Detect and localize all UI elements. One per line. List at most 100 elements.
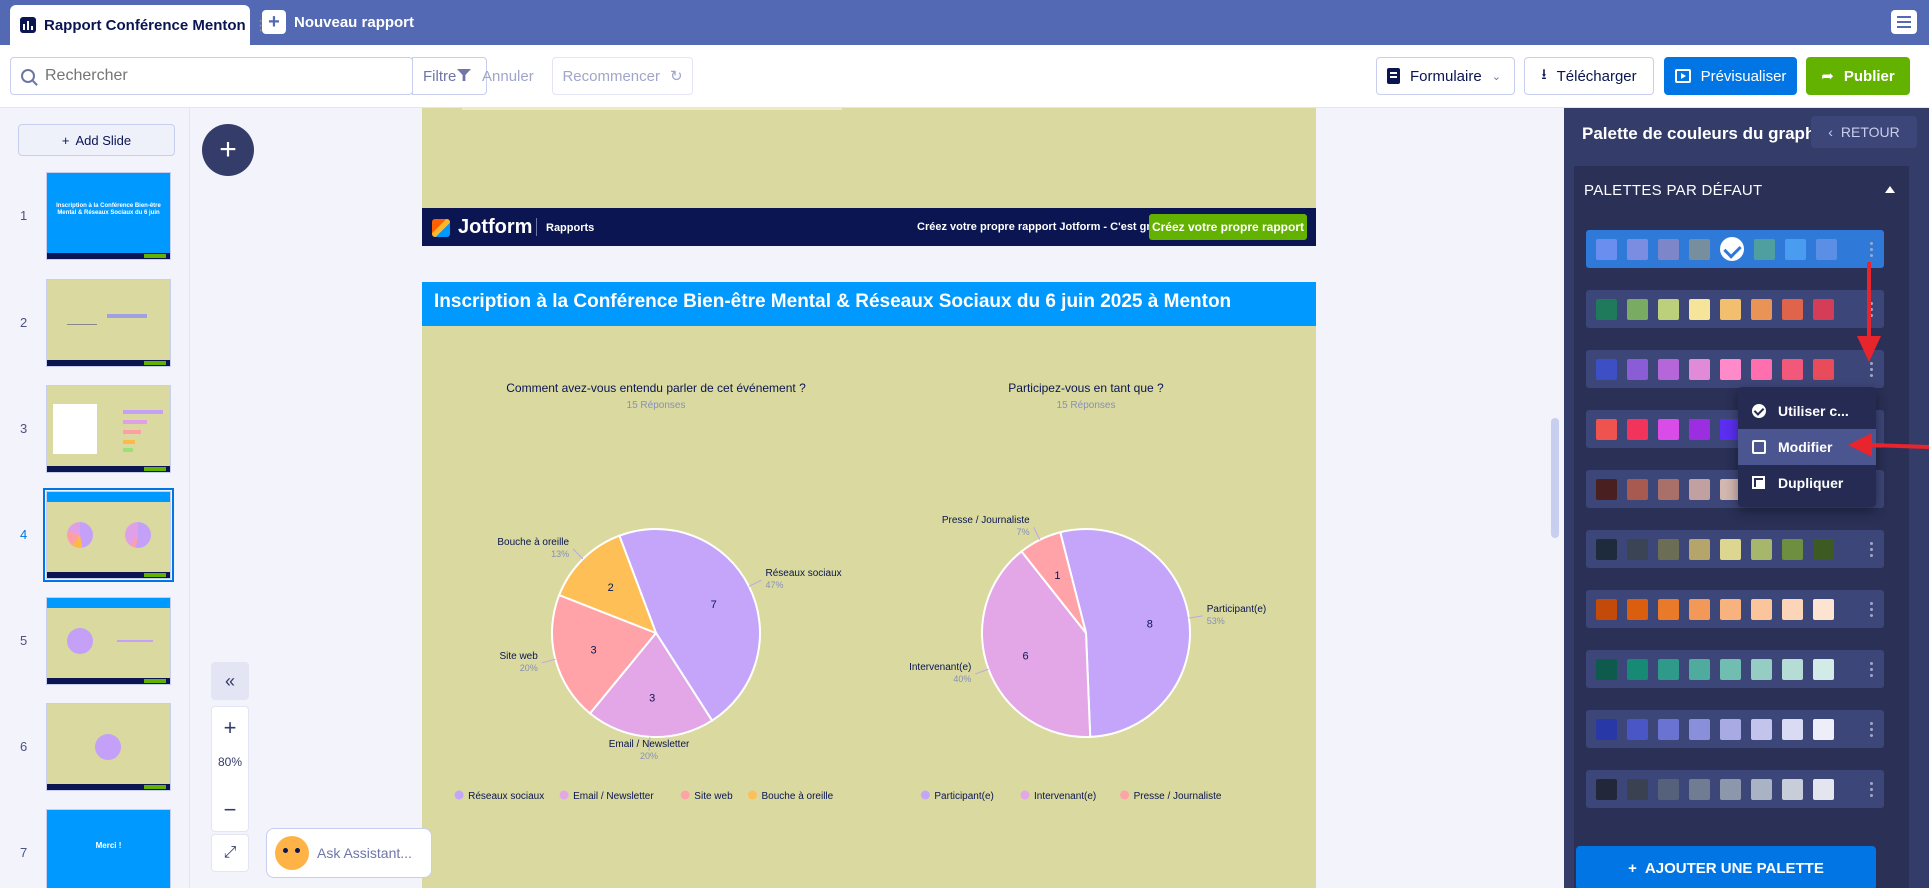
search-icon xyxy=(21,69,35,83)
slide-thumbnail[interactable]: Merci ! xyxy=(46,809,171,888)
filter-label: Filtre xyxy=(423,67,457,85)
more-options-icon[interactable] xyxy=(1864,659,1878,679)
more-options-icon[interactable] xyxy=(1864,239,1878,259)
search-box xyxy=(10,57,413,95)
menu-icon[interactable] xyxy=(1891,10,1917,34)
pie-slice xyxy=(981,550,1092,738)
top-tab-bar: Rapport Conférence Menton ⋮ + Nouveau ra… xyxy=(0,0,1929,45)
slice-value-label: 8 xyxy=(1147,619,1153,631)
slice-category-label: Participant(e) xyxy=(1207,604,1266,615)
fullscreen-icon[interactable]: ⤢ xyxy=(211,834,249,872)
color-swatch xyxy=(1596,298,1617,320)
form-selector[interactable]: Formulaire ⌄ xyxy=(1376,57,1515,95)
slides-sidebar: + Add Slide 1 Inscription à la Conférenc… xyxy=(0,108,190,888)
palette-row[interactable] xyxy=(1586,290,1884,328)
palette-row[interactable] xyxy=(1586,350,1884,388)
palette-row[interactable] xyxy=(1586,770,1884,808)
slide-thumb-row: 3 xyxy=(0,385,189,475)
edit-icon xyxy=(1752,440,1766,454)
legend-label: Réseaux sociaux xyxy=(468,791,544,802)
color-swatch xyxy=(1596,238,1617,260)
ask-assistant-button[interactable]: Ask Assistant... xyxy=(266,828,432,878)
undo-label: Annuler xyxy=(482,67,534,85)
color-swatch xyxy=(1720,538,1741,560)
palette-row-selected[interactable] xyxy=(1586,230,1884,268)
slide-thumbnail[interactable] xyxy=(46,597,171,685)
filter-button[interactable]: Filtre xyxy=(412,57,487,95)
palette-row[interactable] xyxy=(1586,650,1884,688)
more-options-icon[interactable] xyxy=(1864,359,1878,379)
selected-check-icon xyxy=(1720,237,1744,261)
slice-leader-line xyxy=(1033,527,1041,541)
tab-rapport[interactable]: Rapport Conférence Menton ⋮ xyxy=(10,5,268,45)
zoom-controls: + 80% − xyxy=(211,706,249,832)
add-element-button[interactable]: + xyxy=(202,124,254,176)
color-swatch xyxy=(1658,298,1679,320)
more-options-icon[interactable] xyxy=(1864,779,1878,799)
palette-row[interactable] xyxy=(1586,590,1884,628)
collapse-icon[interactable]: « xyxy=(211,662,249,700)
zoom-out-button[interactable]: − xyxy=(223,797,237,822)
slice-leader-line xyxy=(572,548,584,560)
panel-title: Palette de couleurs du graphique xyxy=(1582,124,1812,143)
back-button[interactable]: ‹ RETOUR xyxy=(1811,116,1917,148)
legend-label: Presse / Journaliste xyxy=(1134,791,1222,802)
color-swatch xyxy=(1689,658,1710,680)
duplicate-palette-menu-item[interactable]: Dupliquer xyxy=(1738,465,1876,501)
slice-category-label: Bouche à oreille xyxy=(497,537,569,548)
slide-number: 4 xyxy=(20,527,28,542)
new-report-tab[interactable]: + Nouveau rapport xyxy=(262,9,414,35)
more-options-icon[interactable] xyxy=(1864,719,1878,739)
slide-thumbnail[interactable]: Inscription à la Conférence Bien-être Me… xyxy=(46,172,171,260)
slice-leader-line xyxy=(975,668,989,675)
add-palette-button[interactable]: + AJOUTER UNE PALETTE xyxy=(1576,846,1876,888)
use-palette-menu-item[interactable]: Utiliser c... xyxy=(1738,393,1876,429)
edit-palette-menu-item[interactable]: Modifier xyxy=(1738,429,1876,465)
canvas-scrollbar[interactable] xyxy=(1546,108,1564,888)
color-swatch xyxy=(1720,598,1741,620)
legend-swatch xyxy=(680,790,690,800)
slide-thumbnail[interactable] xyxy=(46,385,171,473)
chart-title: Comment avez-vous entendu parler de cet … xyxy=(506,381,806,395)
more-options-icon[interactable] xyxy=(1864,539,1878,559)
zoom-in-button[interactable]: + xyxy=(223,715,237,740)
preview-button[interactable]: Prévisualiser xyxy=(1664,57,1797,95)
color-swatch xyxy=(1689,238,1710,260)
search-input[interactable] xyxy=(45,67,345,85)
add-slide-button[interactable]: + Add Slide xyxy=(18,124,175,156)
palette-row[interactable] xyxy=(1586,710,1884,748)
slide-thumbnail-title: Inscription à la Conférence Bien-être Me… xyxy=(56,203,161,216)
duplicate-icon xyxy=(1752,476,1766,490)
color-swatch xyxy=(1658,238,1679,260)
slide-thumbnail-active[interactable] xyxy=(43,488,174,582)
download-button[interactable]: ⭳ Télécharger xyxy=(1524,57,1654,95)
color-swatch xyxy=(1813,298,1834,320)
more-options-icon[interactable] xyxy=(1864,599,1878,619)
brand-name: Jotform xyxy=(458,216,533,238)
redo-button[interactable]: Recommencer ↻ xyxy=(552,57,693,95)
slide-thumbnail[interactable] xyxy=(46,279,171,367)
color-swatch xyxy=(1596,478,1617,500)
slide-title-bar: Inscription à la Conférence Bien-être Me… xyxy=(422,282,1316,326)
undo-button[interactable]: Annuler xyxy=(470,57,534,95)
publish-button[interactable]: ➦ Publier xyxy=(1806,57,1910,95)
more-options-icon[interactable] xyxy=(1864,299,1878,319)
legend-label: Site web xyxy=(694,791,733,802)
color-swatch xyxy=(1627,538,1648,560)
color-swatch xyxy=(1816,238,1837,260)
slide-thumbnail[interactable] xyxy=(46,703,171,791)
color-swatch xyxy=(1596,418,1617,440)
color-swatch xyxy=(1782,358,1803,380)
palette-row[interactable] xyxy=(1586,530,1884,568)
color-swatch xyxy=(1627,298,1648,320)
slide-thumb-row: 4 xyxy=(0,488,189,582)
slide-number: 6 xyxy=(20,739,28,754)
slide-number: 1 xyxy=(20,208,28,223)
new-report-label: Nouveau rapport xyxy=(294,13,415,31)
current-slide[interactable]: Inscription à la Conférence Bien-être Me… xyxy=(422,282,1316,888)
check-circle-icon xyxy=(1752,404,1766,418)
footer-cta-button[interactable]: Créez votre propre rapport xyxy=(1149,214,1307,240)
color-swatch xyxy=(1782,658,1803,680)
default-palettes-header[interactable]: PALETTES PAR DÉFAUT xyxy=(1574,166,1909,216)
legend-swatch xyxy=(559,790,569,800)
